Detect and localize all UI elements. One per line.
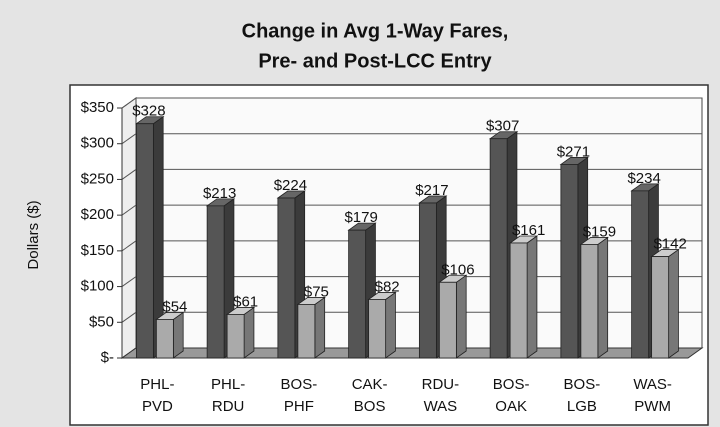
x-tick-label: PHL-PVD	[140, 376, 174, 415]
bar-side	[314, 296, 326, 359]
bar	[438, 281, 457, 359]
x-tick-label: RDU-WAS	[422, 376, 460, 415]
bar	[509, 242, 528, 359]
data-label: $106	[441, 261, 474, 278]
bar	[560, 164, 579, 359]
bar	[418, 202, 437, 359]
bar-side	[243, 306, 255, 359]
data-label: $234	[627, 170, 660, 187]
bar	[631, 190, 650, 359]
bar	[368, 299, 387, 359]
data-label: $213	[203, 185, 236, 202]
bar	[135, 123, 154, 359]
y-tick-label: $250	[81, 170, 114, 187]
y-tick-label: $-	[101, 349, 114, 366]
y-tick-label: $50	[89, 313, 114, 330]
bar-side	[385, 291, 396, 359]
data-label: $328	[132, 103, 165, 120]
grid-line	[121, 97, 702, 109]
bar	[206, 205, 225, 359]
bar	[489, 138, 508, 359]
bar-side	[597, 236, 609, 359]
data-label: $75	[304, 283, 329, 300]
side-wall	[121, 97, 137, 359]
y-tick-label: $100	[81, 278, 114, 295]
chart-title: Pre- and Post-LCC Entry	[258, 50, 492, 72]
data-label: $217	[415, 182, 448, 199]
bar	[277, 197, 296, 359]
bar	[348, 229, 367, 359]
y-tick-label: $200	[81, 206, 114, 223]
bar	[226, 314, 245, 359]
x-tick-label: BOS-LGB	[564, 376, 601, 415]
x-tick-label: BOS-OAK	[493, 376, 530, 415]
data-label: $161	[512, 222, 545, 239]
bar	[297, 304, 316, 359]
bar-side	[526, 235, 538, 359]
data-label: $159	[583, 223, 616, 240]
data-label: $54	[162, 298, 187, 315]
bar	[651, 256, 670, 359]
y-axis-label: Dollars ($)	[25, 200, 42, 269]
bar	[155, 319, 174, 359]
bar-side	[455, 274, 467, 359]
bar-side	[172, 311, 184, 359]
data-label: $179	[344, 209, 377, 226]
x-tick-label: BOS-PHF	[281, 376, 318, 415]
x-tick-label: PHL-RDU	[211, 376, 245, 415]
x-tick-label: CAK-BOS	[352, 376, 388, 415]
data-label: $61	[233, 293, 258, 310]
data-label: $224	[274, 177, 307, 194]
y-tick-label: $350	[81, 99, 114, 116]
data-label: $82	[375, 278, 400, 295]
y-tick-label: $300	[81, 135, 114, 152]
y-tick-label: $150	[81, 242, 114, 259]
data-label: $271	[557, 143, 590, 160]
data-label: $142	[653, 236, 686, 253]
x-tick-label: WAS-PWM	[633, 376, 672, 415]
chart-title: Change in Avg 1-Way Fares,	[242, 20, 509, 42]
data-label: $307	[486, 118, 519, 135]
bar-side	[668, 248, 679, 359]
bar	[580, 244, 599, 359]
